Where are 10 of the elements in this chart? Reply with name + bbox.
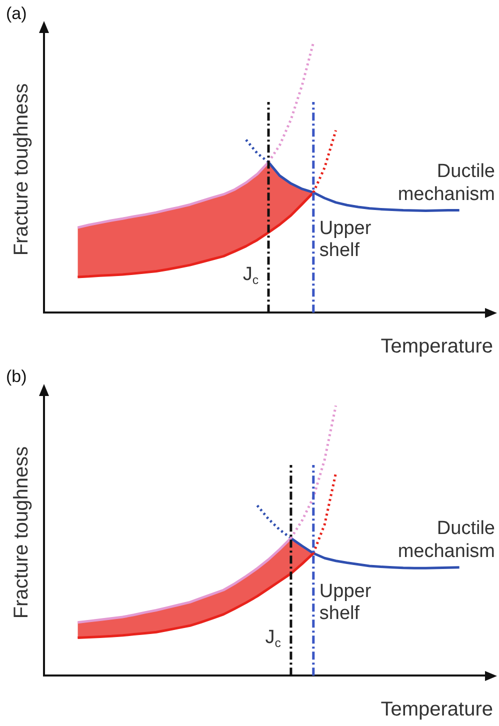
y-axis-title: Fracture toughness	[10, 446, 33, 619]
x-axis-title: Temperature	[380, 698, 493, 721]
chart-title: (b)	[6, 366, 27, 386]
annotation: Upper shelf	[319, 218, 372, 261]
chart-title: (a)	[6, 4, 27, 23]
x-axis-title: Temperature	[380, 336, 493, 358]
annotation: Upper shelf	[319, 580, 372, 624]
series-label: Ductile mechanism	[398, 161, 495, 206]
series-label: Ductile mechanism	[398, 518, 495, 562]
y-axis-title: Fracture toughness	[10, 83, 33, 256]
